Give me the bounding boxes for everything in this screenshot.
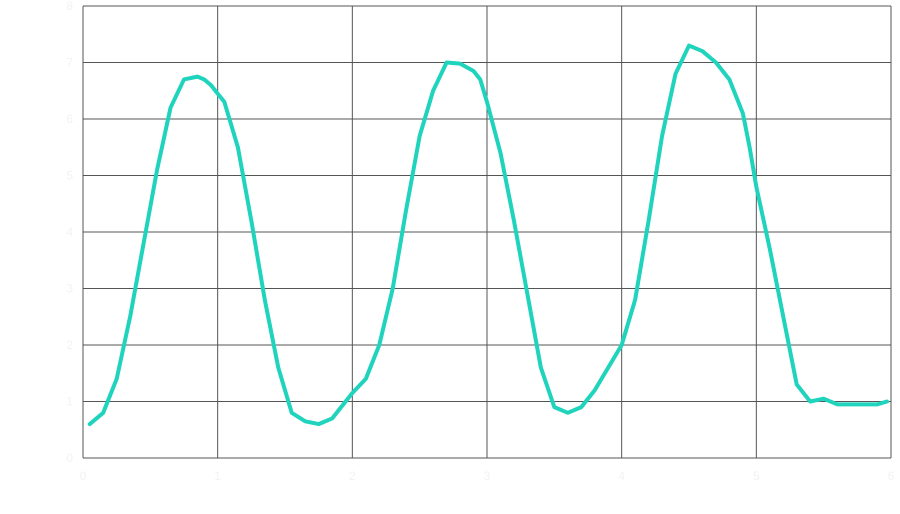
y-tick-label-5: 5 — [66, 169, 73, 183]
x-tick-label-6: 6 — [888, 469, 895, 483]
y-tick-label-8: 8 — [66, 0, 73, 13]
chart-series-group — [87, 43, 889, 427]
y-tick-label-1: 1 — [66, 395, 73, 409]
y-tick-label-4: 4 — [66, 225, 73, 239]
series-line — [87, 43, 889, 427]
x-tick-label-3: 3 — [484, 469, 491, 483]
x-tick-label-5: 5 — [753, 469, 760, 483]
x-tick-label-2: 2 — [349, 469, 356, 483]
axis-ticks: 0 1 2 3 4 5 6 0 1 2 3 4 5 6 7 8 — [66, 0, 894, 483]
y-tick-label-6: 6 — [66, 112, 73, 126]
y-tick-label-0: 0 — [66, 451, 73, 465]
y-tick-label-3: 3 — [66, 282, 73, 296]
x-tick-label-4: 4 — [618, 469, 625, 483]
y-tick-label-2: 2 — [66, 338, 73, 352]
y-tick-label-7: 7 — [66, 56, 73, 70]
x-tick-label-1: 1 — [214, 469, 221, 483]
x-tick-label-0: 0 — [80, 469, 87, 483]
